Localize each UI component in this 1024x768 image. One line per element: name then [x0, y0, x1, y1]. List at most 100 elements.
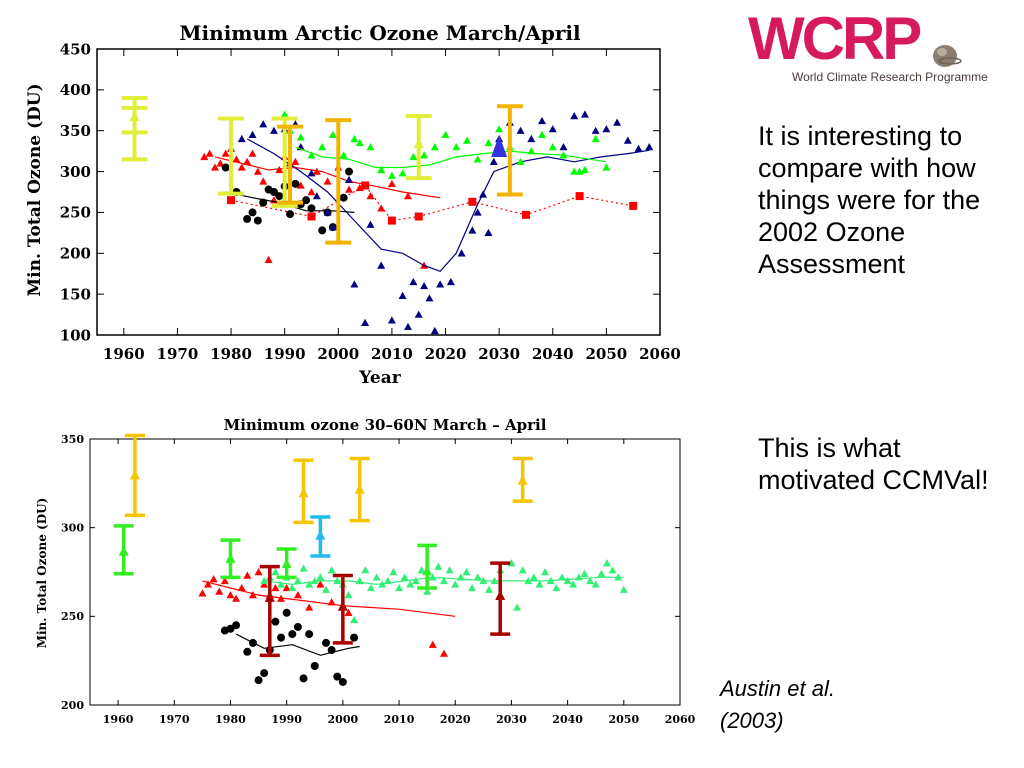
data-point-triangle — [516, 157, 525, 165]
data-point-triangle — [462, 568, 471, 576]
data-point-triangle — [559, 143, 568, 151]
midlat-ozone-chart: Minimum ozone 30–60N March – April Min. … — [35, 416, 696, 726]
data-point-triangle — [529, 573, 538, 581]
data-point-triangle — [440, 576, 448, 585]
series-line — [246, 138, 650, 273]
x-tick-label: 1980 — [210, 345, 252, 363]
data-point-triangle — [538, 116, 547, 125]
x-tick-label: 2040 — [532, 345, 574, 363]
data-point-triangle — [248, 130, 257, 138]
data-point-triangle — [484, 228, 493, 237]
data-point-circle — [243, 647, 252, 656]
data-point-circle — [299, 674, 308, 683]
series-line — [214, 156, 441, 199]
data-point-triangle — [548, 143, 557, 151]
data-point-triangle — [580, 165, 589, 174]
data-point-triangle — [327, 566, 336, 574]
data-point-triangle — [602, 559, 611, 567]
chart2-ylabel: Min. Total Ozone (DU) — [35, 498, 49, 649]
data-point-circle — [333, 672, 342, 681]
data-point-triangle — [350, 280, 359, 288]
data-point-triangle — [366, 220, 375, 228]
data-point-triangle — [420, 281, 429, 290]
data-point-triangle — [204, 580, 212, 588]
data-point-triangle — [328, 223, 337, 231]
data-point-circle — [232, 621, 241, 630]
data-point-triangle — [269, 126, 278, 134]
data-point-triangle — [552, 583, 561, 592]
data-point-triangle — [200, 152, 209, 161]
data-point-triangle — [307, 169, 316, 177]
data-point-triangle — [591, 126, 600, 134]
data-point-triangle — [350, 134, 359, 143]
data-point-circle — [277, 633, 286, 642]
data-point-triangle — [387, 171, 396, 179]
data-point-triangle — [558, 573, 566, 581]
data-point-triangle — [345, 175, 354, 183]
data-point-triangle — [569, 580, 578, 588]
y-tick-label: 250 — [61, 610, 84, 623]
data-point-triangle — [451, 580, 460, 588]
data-point-square — [575, 192, 584, 201]
data-point-triangle — [580, 569, 589, 577]
data-point-triangle — [198, 589, 207, 597]
data-point-triangle — [323, 177, 332, 185]
data-point-triangle — [210, 163, 219, 171]
x-tick-label: 1990 — [264, 345, 306, 363]
data-point-triangle — [445, 566, 454, 574]
data-point-triangle — [237, 134, 246, 143]
data-point-triangle — [541, 568, 550, 576]
data-point-triangle — [430, 326, 439, 335]
data-point-square — [521, 210, 530, 219]
data-point-triangle — [253, 167, 262, 175]
error-bar-center — [298, 487, 309, 498]
data-point-triangle — [361, 566, 370, 574]
chart1-title: Minimum Arctic Ozone March/April — [179, 21, 581, 45]
data-point-triangle — [446, 277, 455, 286]
data-point-triangle — [516, 126, 525, 134]
data-point-triangle — [430, 143, 439, 151]
chart2-title: Minimum ozone 30–60N March – April — [224, 416, 547, 434]
data-point-triangle — [570, 167, 579, 175]
data-point-triangle — [296, 181, 305, 189]
data-point-triangle — [344, 608, 353, 616]
data-point-circle — [293, 622, 302, 631]
data-point-triangle — [232, 594, 241, 602]
error-bar-center — [264, 591, 275, 602]
data-point-triangle — [243, 571, 252, 579]
error-bar-center — [337, 600, 348, 611]
y-tick-label: 300 — [61, 522, 84, 535]
data-point-triangle — [259, 120, 268, 128]
error-bar-center — [225, 552, 236, 563]
data-point-triangle — [395, 583, 404, 592]
data-point-triangle — [436, 280, 445, 288]
y-tick-label: 450 — [60, 40, 91, 58]
error-bar-center — [517, 474, 528, 485]
data-point-square — [227, 196, 236, 205]
citation-year: (2003) — [720, 708, 784, 733]
error-bar-center — [495, 590, 506, 601]
data-point-triangle — [400, 573, 409, 581]
wcrp-subtitle: World Climate Research Programme — [792, 70, 988, 84]
x-tick-label: 2040 — [552, 713, 583, 726]
data-point-triangle — [580, 110, 589, 118]
data-point-square — [468, 197, 477, 206]
x-tick-label: 1970 — [157, 345, 199, 363]
series-line — [235, 633, 360, 656]
data-point-triangle — [468, 583, 477, 592]
data-point-triangle — [259, 177, 268, 185]
data-point-triangle — [215, 587, 224, 595]
data-point-triangle — [243, 157, 252, 165]
data-point-triangle — [355, 138, 364, 147]
data-point-square — [307, 212, 316, 221]
data-point-triangle — [414, 310, 423, 318]
data-point-triangle — [417, 566, 426, 574]
data-point-triangle — [468, 226, 477, 234]
data-point-triangle — [377, 204, 386, 212]
wcrp-wordmark: WCRP — [748, 5, 922, 72]
x-tick-label: 2060 — [665, 713, 696, 726]
data-point-triangle — [608, 566, 617, 574]
data-point-square — [387, 216, 396, 225]
data-point-triangle — [457, 249, 466, 257]
data-point-triangle — [277, 580, 286, 588]
